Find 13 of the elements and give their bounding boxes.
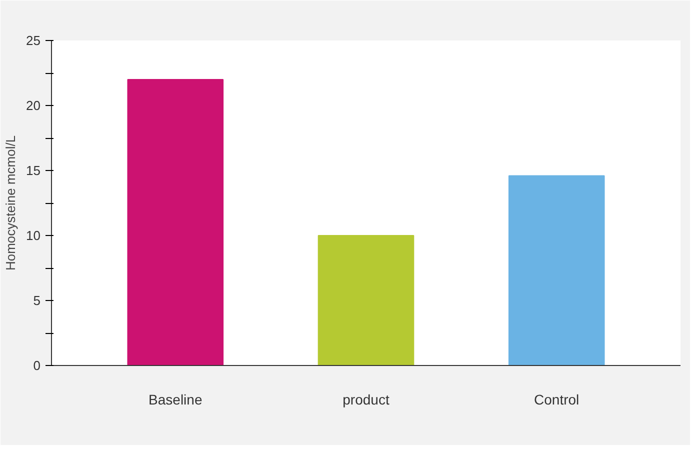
y-tick-label: 15 — [26, 163, 41, 178]
x-tick-label: product — [342, 392, 390, 408]
y-tick-label: 20 — [26, 98, 41, 113]
y-tick-label: 10 — [26, 228, 41, 243]
bar — [318, 235, 414, 366]
x-tick-label: Control — [534, 392, 580, 408]
y-tick-label: 25 — [26, 33, 41, 48]
x-tick-label: Baseline — [148, 392, 202, 408]
bar — [508, 175, 605, 366]
y-tick-label: 5 — [33, 293, 41, 308]
y-axis-title: Homocysteine mcmol/L — [3, 135, 18, 271]
bar — [127, 79, 224, 366]
y-tick-label: 0 — [33, 358, 41, 373]
